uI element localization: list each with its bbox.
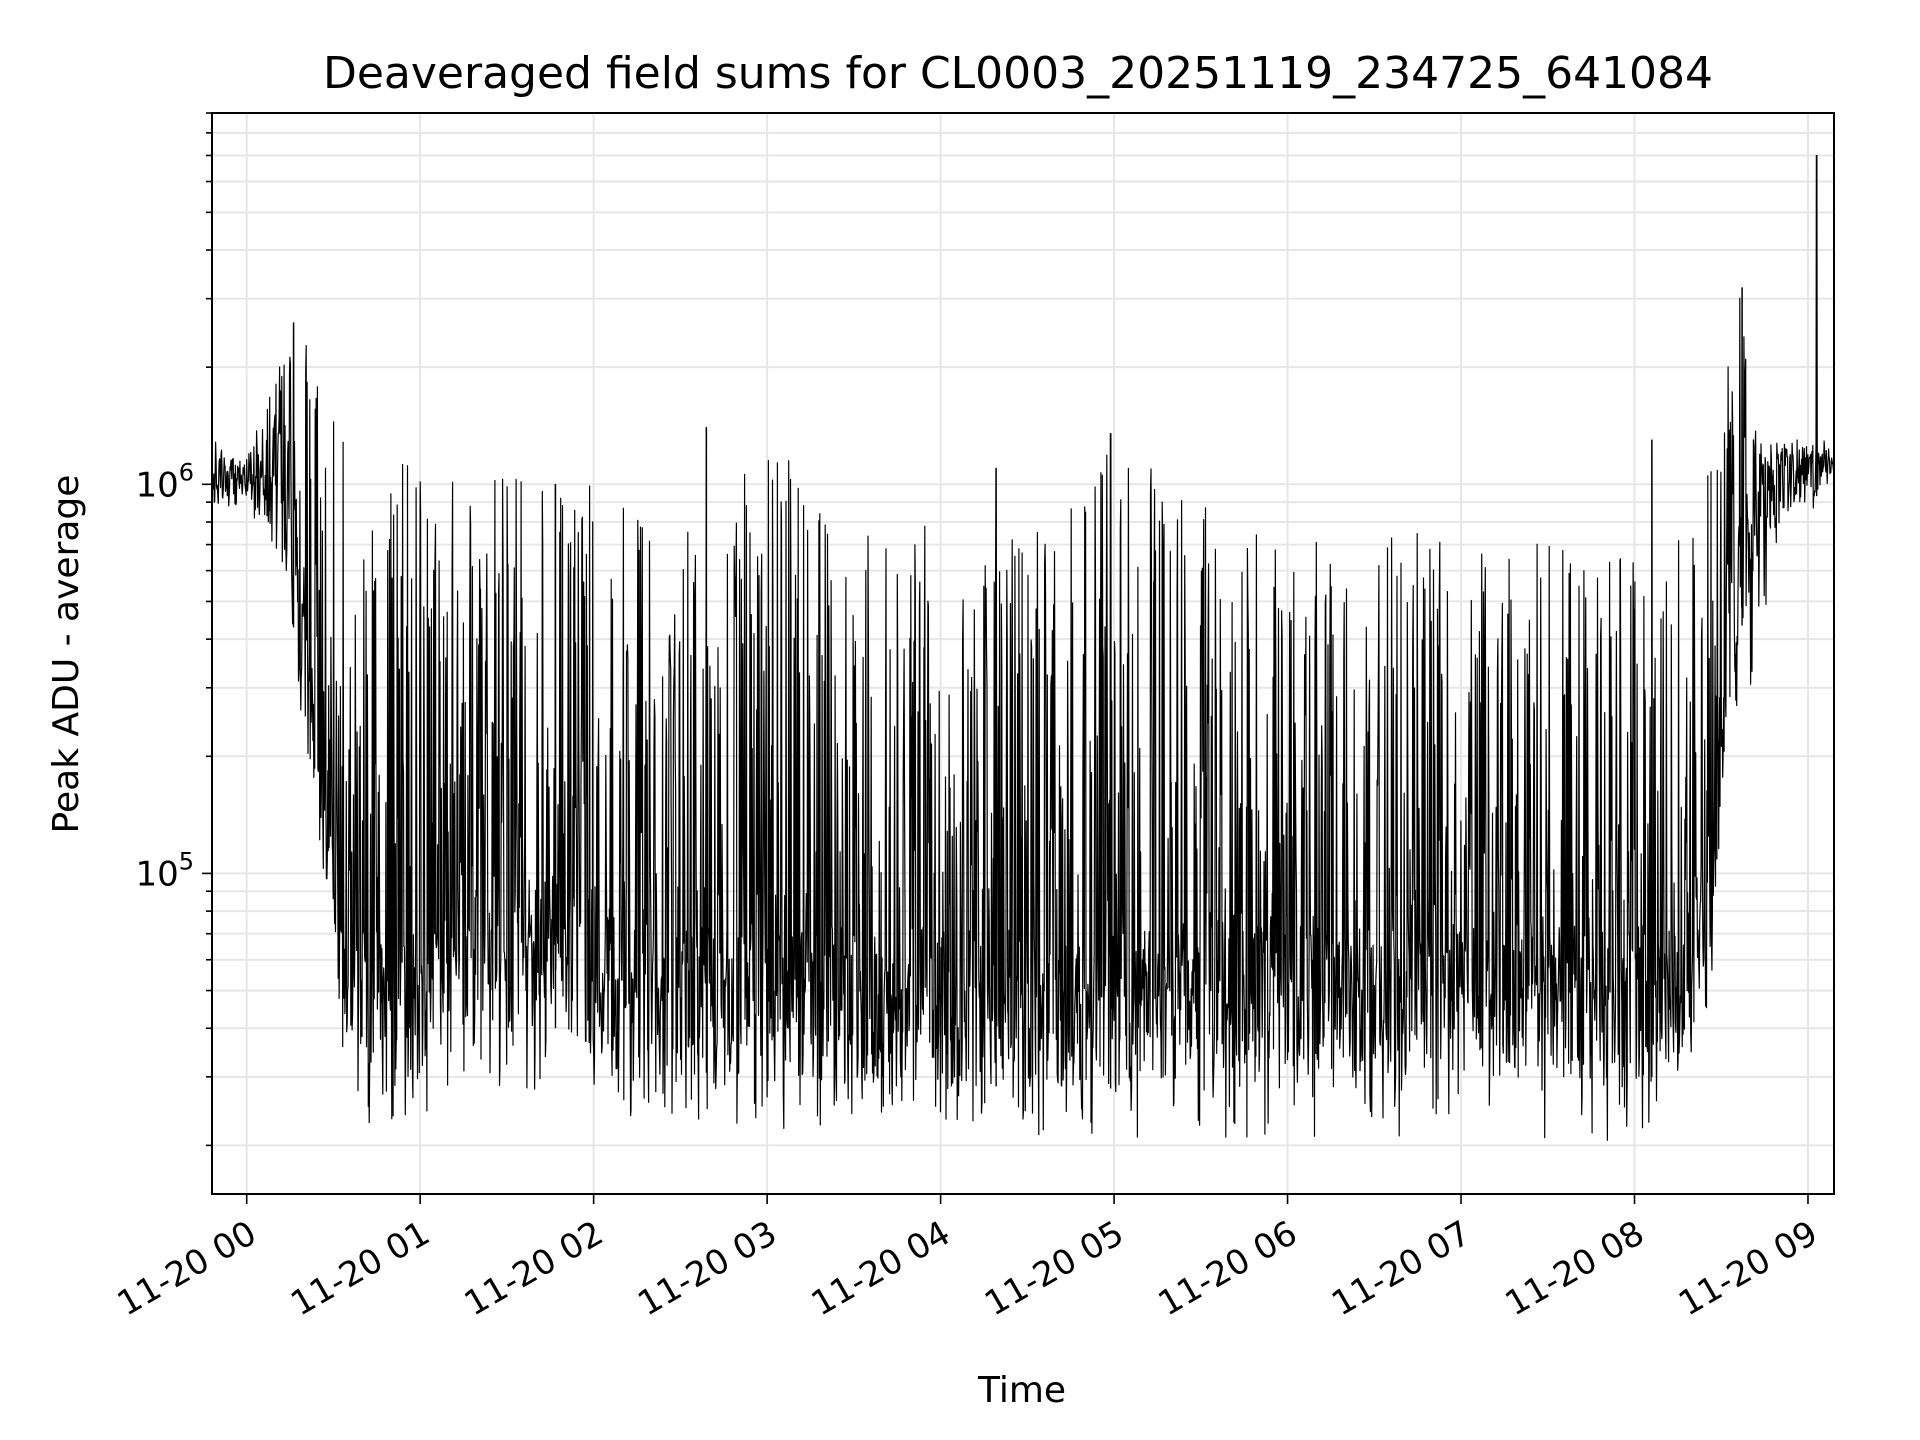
y-tick-label: 105 (135, 847, 194, 894)
plot-frame (211, 112, 1835, 1195)
y-axis: 105 106 (135, 112, 212, 1147)
x-axis-label: Time (977, 1370, 1066, 1411)
series-line (211, 154, 1835, 1141)
y-tick-label: 106 (135, 458, 194, 505)
data-series (211, 154, 1835, 1141)
y-axis-label: Peak ADU - average (46, 475, 87, 834)
chart-title: Deaveraged field sums for CL0003_2025111… (323, 48, 1713, 99)
